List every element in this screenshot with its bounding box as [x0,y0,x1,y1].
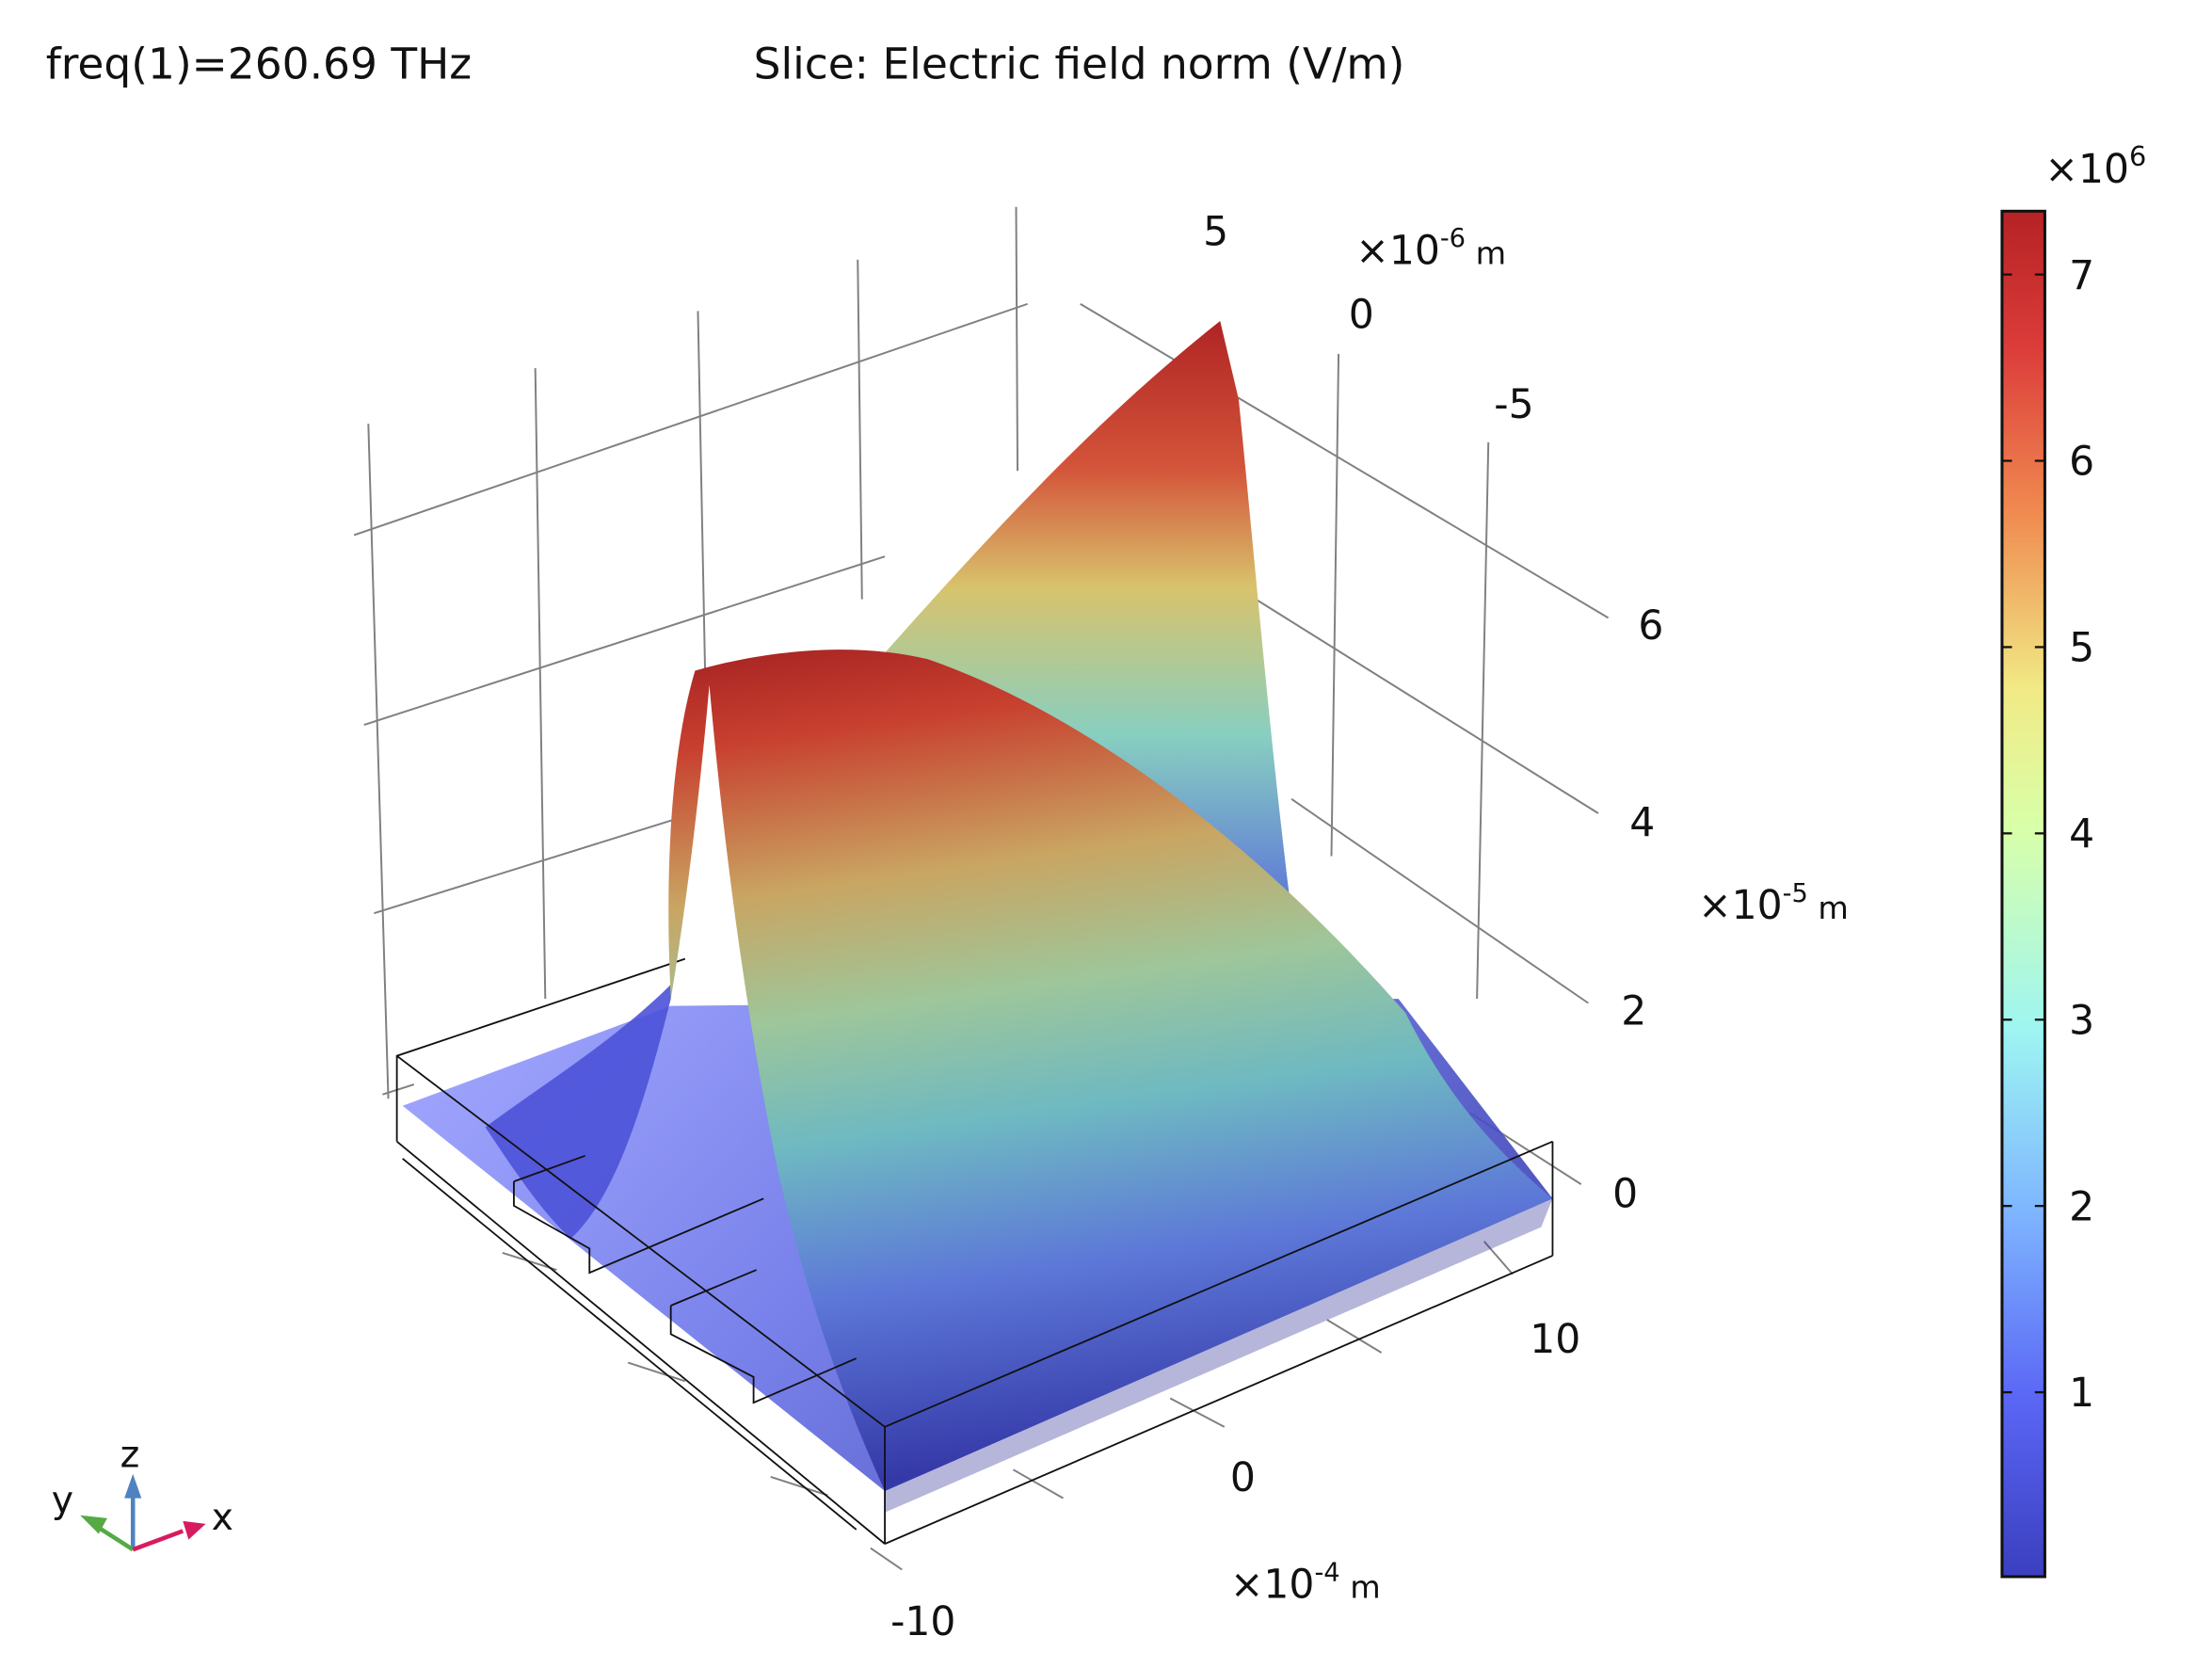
field-lobe-front-shadow [885,1198,1553,1513]
x-tick-label: 0 [1230,1455,1256,1501]
field-lobe-left [485,670,699,1239]
y-tick-label: 5 [1203,210,1228,256]
colorbar-tick-label: 7 [2069,253,2094,299]
frequency-label: freq(1)=260.69 THz [46,39,472,88]
colorbar-gradient [2000,209,2046,1579]
z-tick-label: 6 [1638,603,1663,650]
geometry-outline-front [396,1054,1554,1545]
geometry-outline-back [395,957,886,1545]
z-axis-unit: ×10-5 m [1698,879,1849,929]
y-axis-unit: ×10-6 m [1355,224,1506,274]
colorbar-tick-label: 2 [2069,1184,2094,1230]
x-axis-labels: -10 0 10 ×10-4 m [890,1317,1580,1645]
x-arrow-icon [183,1520,206,1540]
axis-triad: z y x [52,1433,233,1552]
z-arrow-icon [124,1473,142,1499]
triad-z-label: z [120,1433,140,1476]
triad-y-label: y [52,1479,73,1522]
colorbar-tick-label: 5 [2069,626,2094,672]
colorbar: 7 6 5 4 3 2 1 ×106 [2000,140,2146,1579]
z-axis-labels: 6 4 2 0 ×10-5 m [1612,603,1849,1217]
axis-grid [353,206,1610,1571]
z-tick-label: 0 [1612,1171,1638,1217]
plot-title: Slice: Electric field norm (V/m) [754,39,1405,88]
z-tick-label: 2 [1621,988,1646,1034]
z-tick-label: 4 [1629,800,1655,846]
x-tick-label: -10 [890,1599,955,1645]
colorbar-tick-label: 6 [2069,440,2094,486]
colorbar-tick-label: 1 [2069,1371,2094,1417]
colorbar-tick-label: 3 [2069,998,2094,1044]
field-lobe-front [668,650,1553,1492]
x-tick-label: 10 [1530,1317,1580,1363]
y-axis-labels: 5 0 -5 ×10-6 m [1203,210,1534,428]
x-axis-unit: ×10-4 m [1230,1559,1381,1609]
y-tick-label: 0 [1349,293,1374,339]
y-arrow-icon [80,1515,107,1534]
colorbar-tick-label: 4 [2069,812,2094,858]
colorbar-exponent: ×106 [2044,140,2146,193]
triad-x-label: x [212,1496,233,1539]
y-tick-label: -5 [1494,382,1533,428]
